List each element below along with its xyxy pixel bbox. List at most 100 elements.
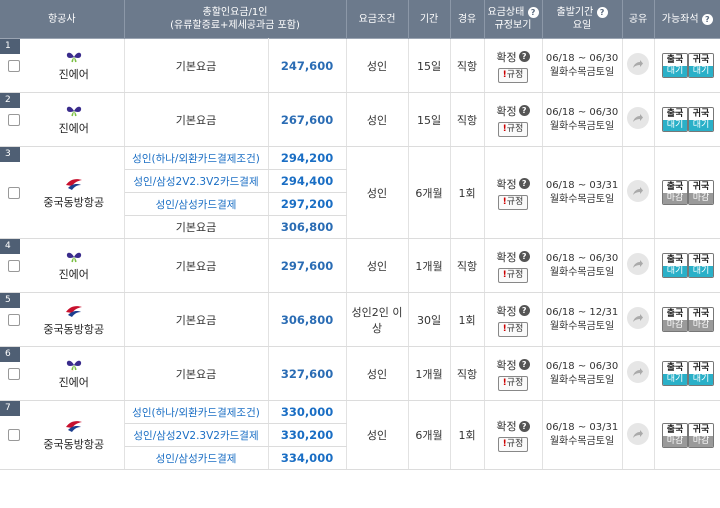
fare-status-cell: 확정? !규정 [484,346,543,401]
share-button[interactable] [627,107,650,129]
departure-seat-button[interactable]: 출국 대기 [662,253,689,278]
row-number: 5 [0,293,20,308]
rule-button[interactable]: !규정 [497,267,529,283]
flight-row: 2 진에어 기본요금 267,600 성인 15일 직항 확정? !규정 06/18 ~ 06/3… [0,92,720,147]
seats-cell: 출국 대기 귀국 대기 [654,346,720,401]
share-button[interactable] [627,307,650,329]
fare-price: 330,200 [268,423,347,447]
airline-name: 진에어 [58,267,89,281]
airline-cell: 7 중국동방항공 [0,400,125,470]
select-checkbox[interactable] [8,59,20,72]
return-seat-button[interactable]: 귀국 대기 [688,53,715,78]
fare-price: 294,200 [268,146,347,170]
departure-days: 월화수목금토일 [549,436,615,447]
seats-cell: 출국 대기 귀국 대기 [654,38,720,93]
swallow-logo-icon [24,303,124,319]
rule-button[interactable]: !규정 [497,67,529,83]
col-duration: 기간 [408,0,451,39]
departure-period: 06/18 ~ 03/31 [545,422,619,433]
return-seat-button[interactable]: 귀국 마감 [688,422,715,448]
fare-label[interactable]: 성인/삼성카드결제 [124,192,269,216]
help-icon[interactable]: ? [518,305,530,316]
fare-table: 항공사 총할인요금/1인 (유류할증료+제세공과금 포함) 요금조건 기간 경유… [0,0,720,470]
departure-period-cell: 06/18 ~ 06/30 월화수목금토일 [542,238,623,293]
rule-button[interactable]: !규정 [497,375,529,391]
flight-row: 1 진에어 기본요금 247,600 성인 15일 직항 확정? !규정 06/18 ~ 06/3… [0,38,720,93]
row-number: 4 [0,239,20,254]
rule-button[interactable]: !규정 [497,437,529,452]
share-button[interactable] [627,180,650,202]
airline-name: 진에어 [58,375,89,389]
fare-label[interactable]: 성인/삼성2V2.3V2카드결제 [124,169,269,193]
seats-cell: 출국 대기 귀국 대기 [654,92,720,147]
return-seat-button[interactable]: 귀국 대기 [688,361,715,386]
return-seat-button[interactable]: 귀국 마감 [688,307,715,332]
fare-status: 확정 [496,250,517,264]
route-type: 1회 [450,400,485,470]
rule-button[interactable]: !규정 [497,194,529,210]
help-icon[interactable]: ? [527,7,539,18]
departure-seat-button[interactable]: 출국 마감 [662,180,689,205]
select-checkbox[interactable] [8,429,20,441]
help-icon[interactable]: ? [518,251,530,262]
departure-seat-button[interactable]: 출국 대기 [662,107,689,132]
help-icon[interactable]: ? [701,13,713,25]
select-checkbox[interactable] [8,313,20,326]
fare-price: 297,200 [268,192,347,216]
row-number: 1 [0,39,20,54]
rule-button[interactable]: !규정 [497,321,529,337]
airline-cell: 1 진에어 [0,38,125,93]
help-icon[interactable]: ? [596,7,608,18]
select-checkbox[interactable] [8,186,20,199]
airline-cell: 5 중국동방항공 [0,292,125,347]
route-type: 직항 [450,92,485,147]
help-icon[interactable]: ? [518,178,530,189]
return-seat-button[interactable]: 귀국 마감 [688,180,715,205]
fare-condition: 성인 [346,146,409,239]
help-icon[interactable]: ? [518,105,530,116]
help-icon[interactable]: ? [518,51,530,62]
fare-status-cell: 확정? !규정 [484,38,543,93]
fare-label: 기본요금 [124,38,269,93]
flight-row: 4 진에어 기본요금 297,600 성인 1개월 직항 확정? !규정 06/18 ~ 06/3… [0,238,720,293]
departure-period: 06/18 ~ 06/30 [545,106,619,118]
butterfly-logo-icon [24,358,124,372]
share-button[interactable] [627,422,650,445]
seats-cell: 출국 대기 귀국 대기 [654,238,720,293]
fare-condition: 성인 [346,92,409,147]
fare-status-cell: 확정? !규정 [484,238,543,293]
share-button[interactable] [627,53,650,75]
rule-button[interactable]: !규정 [497,121,529,137]
select-checkbox[interactable] [8,113,20,126]
departure-seat-button[interactable]: 출국 대기 [662,361,689,386]
select-checkbox[interactable] [8,259,20,272]
share-button[interactable] [627,361,650,383]
return-seat-button[interactable]: 귀국 대기 [688,253,715,278]
airline-name: 진에어 [58,121,89,135]
fare-label[interactable]: 성인/삼성카드결제 [124,446,269,470]
row-number: 6 [0,347,20,362]
help-icon[interactable]: ? [518,359,530,370]
share-arrow-icon [633,314,644,322]
route-type: 직항 [450,346,485,401]
fare-subrow: 성인/삼성2V2.3V2카드결제 294,400 [0,169,720,193]
row-number: 2 [0,93,20,108]
return-seat-button[interactable]: 귀국 대기 [688,107,715,132]
departure-seat-button[interactable]: 출국 마감 [662,422,689,448]
departure-seat-button[interactable]: 출국 대기 [662,53,689,78]
fare-label: 기본요금 [124,215,269,239]
fare-label: 기본요금 [124,346,269,401]
share-button[interactable] [627,253,650,275]
fare-label[interactable]: 성인(하나/외환카드결제조건) [124,400,269,424]
departure-seat-button[interactable]: 출국 마감 [662,307,689,332]
stay-duration: 6개월 [408,146,451,239]
help-icon[interactable]: ? [518,420,530,432]
fare-condition: 성인 [346,38,409,93]
fare-label[interactable]: 성인(하나/외환카드결제조건) [124,146,269,170]
departure-period-cell: 06/18 ~ 03/31 월화수목금토일 [542,146,623,239]
fare-label[interactable]: 성인/삼성2V2.3V2카드결제 [124,423,269,447]
select-checkbox[interactable] [8,367,20,380]
fare-status: 확정 [496,177,517,191]
fare-price: 306,800 [268,292,347,347]
share-cell [622,238,655,293]
